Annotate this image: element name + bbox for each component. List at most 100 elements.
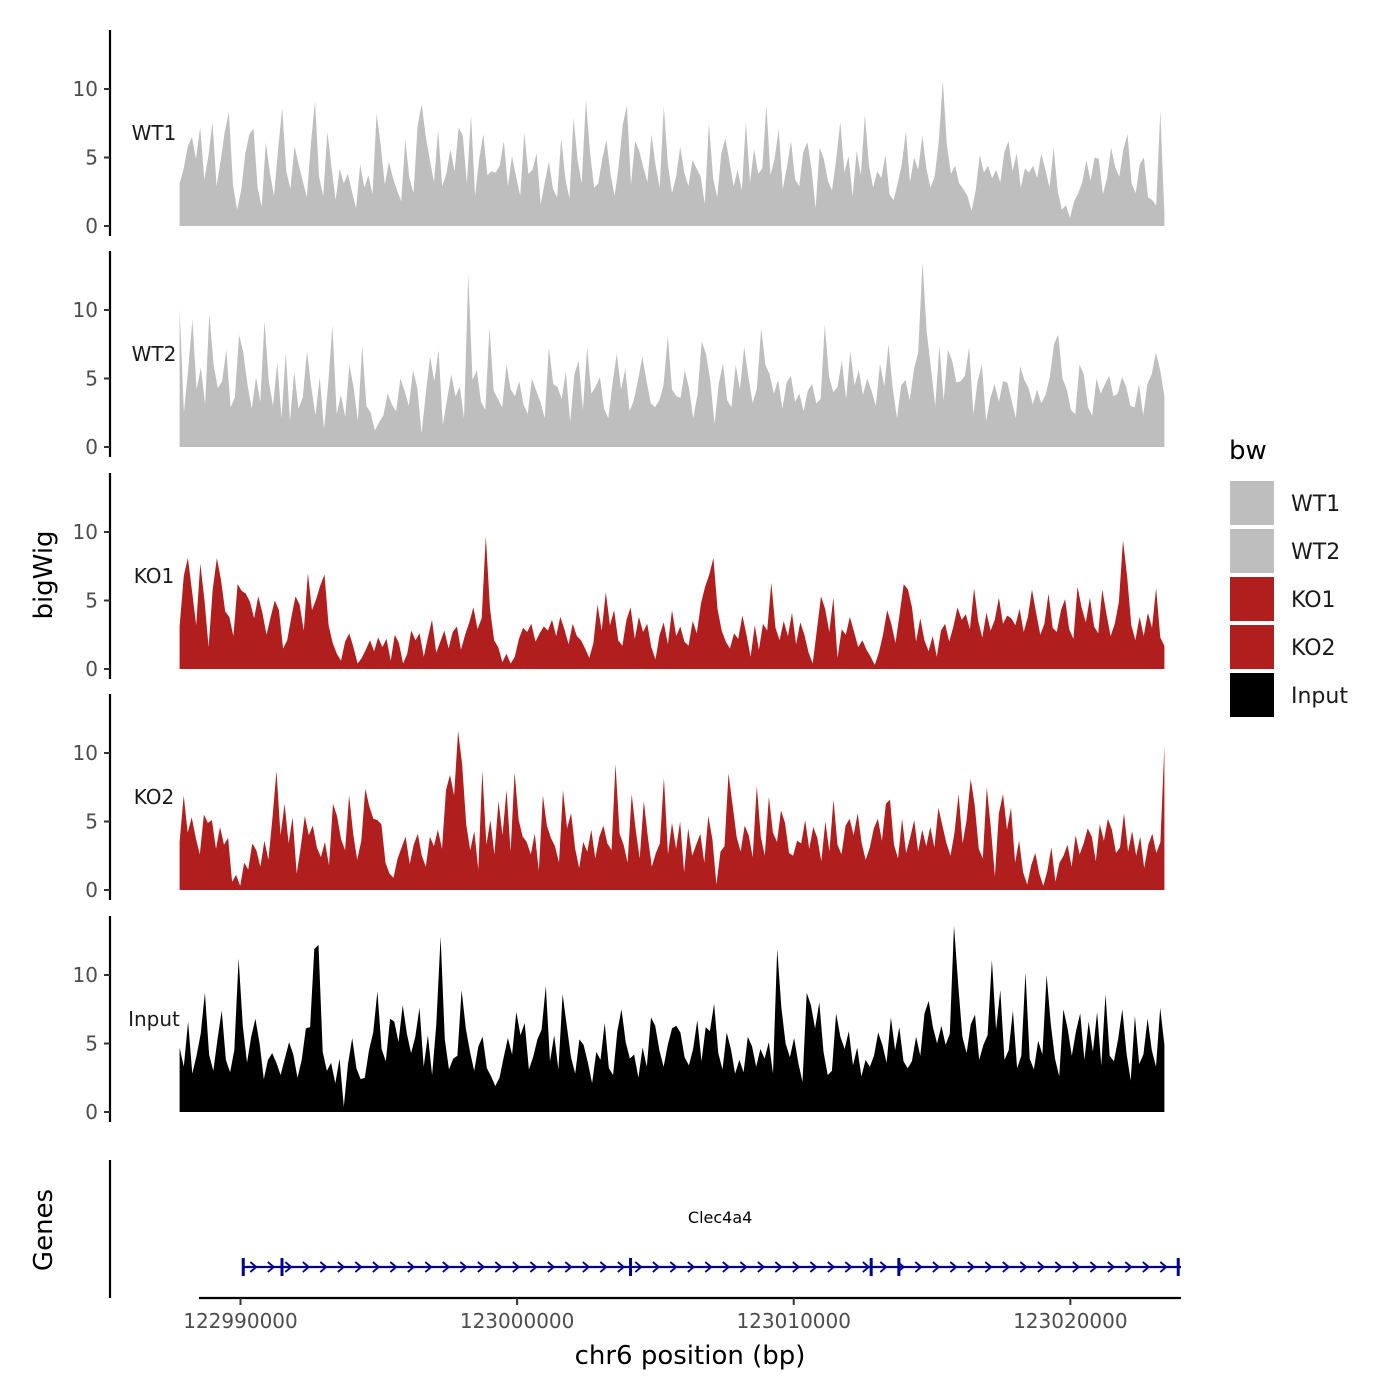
strand-arrow bbox=[774, 1261, 783, 1273]
strand-arrow bbox=[739, 1261, 748, 1273]
track-label: Input bbox=[128, 1007, 180, 1031]
legend-item-wt2: WT2 bbox=[1230, 529, 1340, 573]
legend-label: KO1 bbox=[1291, 588, 1336, 613]
y-tick-label: 10 bbox=[73, 520, 98, 544]
y-tick-label: 10 bbox=[73, 963, 98, 987]
y-tick-label: 5 bbox=[85, 367, 98, 391]
strand-arrow bbox=[319, 1261, 328, 1273]
strand-arrow bbox=[862, 1261, 871, 1273]
strand-arrow bbox=[494, 1261, 503, 1273]
strand-arrow bbox=[1072, 1261, 1081, 1273]
x-axis-title: chr6 position (bp) bbox=[575, 1341, 806, 1371]
y-tick-label: 5 bbox=[85, 146, 98, 170]
strand-arrow bbox=[1124, 1261, 1133, 1273]
strand-arrow bbox=[249, 1261, 258, 1273]
strand-arrow bbox=[914, 1261, 923, 1273]
strand-arrow bbox=[459, 1261, 468, 1273]
gene-model: Clec4a4 bbox=[241, 1208, 1181, 1276]
strand-arrow bbox=[722, 1261, 731, 1273]
strand-arrow bbox=[512, 1261, 521, 1273]
legend-item-ko1: KO1 bbox=[1230, 577, 1336, 621]
strand-arrow bbox=[704, 1261, 713, 1273]
y-tick-label: 5 bbox=[85, 589, 98, 613]
legend-item-input: Input bbox=[1230, 673, 1348, 717]
strand-arrow bbox=[949, 1261, 958, 1273]
y-tick-label: 0 bbox=[85, 878, 98, 902]
strand-arrow bbox=[599, 1261, 608, 1273]
strand-arrow bbox=[1019, 1261, 1028, 1273]
y-tick-label: 0 bbox=[85, 657, 98, 681]
strand-arrow bbox=[932, 1261, 941, 1273]
legend-label: KO2 bbox=[1291, 636, 1336, 661]
y-tick-label: 0 bbox=[85, 214, 98, 238]
strand-arrow bbox=[634, 1261, 643, 1273]
strand-arrow bbox=[547, 1261, 556, 1273]
y-tick-label: 5 bbox=[85, 1032, 98, 1056]
legend: bw WT1 WT2 KO1 KO2 Input bbox=[1229, 436, 1348, 717]
strand-arrow bbox=[1107, 1261, 1116, 1273]
y-tick-label: 5 bbox=[85, 810, 98, 834]
strand-arrow bbox=[1089, 1261, 1098, 1273]
track-ko1: 0 5 10 KO1 bbox=[73, 473, 1165, 681]
legend-label: WT1 bbox=[1291, 492, 1340, 517]
strand-arrow bbox=[442, 1261, 451, 1273]
strand-arrow bbox=[1142, 1261, 1151, 1273]
signal-area-wt2 bbox=[179, 262, 1165, 447]
x-tick-label: 122990000 bbox=[183, 1309, 298, 1333]
strand-arrow bbox=[354, 1261, 363, 1273]
strand-arrow bbox=[267, 1261, 276, 1273]
genes-axis-title: Genes bbox=[29, 1189, 59, 1271]
legend-swatch bbox=[1230, 625, 1274, 669]
strand-arrow bbox=[529, 1261, 538, 1273]
track-wt2: 0 5 10 WT2 bbox=[73, 251, 1165, 459]
track-label: WT1 bbox=[132, 121, 177, 145]
track-label: WT2 bbox=[132, 342, 177, 366]
legend-label: Input bbox=[1291, 684, 1348, 709]
signal-tracks: 0 5 10 WT1 0 5 10 WT2 0 5 10 KO1 0 5 10 KO2 0 5 10 Input bbox=[73, 30, 1165, 1124]
strand-arrow bbox=[582, 1261, 591, 1273]
legend-swatch bbox=[1230, 577, 1274, 621]
x-tick-label: 123000000 bbox=[460, 1309, 575, 1333]
strand-arrow bbox=[687, 1261, 696, 1273]
strand-arrow bbox=[564, 1261, 573, 1273]
track-label: KO2 bbox=[134, 785, 175, 809]
strand-arrow bbox=[669, 1261, 678, 1273]
y-tick-label: 10 bbox=[73, 77, 98, 101]
legend-title: bw bbox=[1229, 436, 1267, 466]
strand-arrow bbox=[652, 1261, 661, 1273]
y-tick-label: 0 bbox=[85, 435, 98, 459]
x-tick-label: 123020000 bbox=[1013, 1309, 1128, 1333]
signal-area-ko1 bbox=[179, 536, 1165, 669]
strand-arrow bbox=[809, 1261, 818, 1273]
strand-arrow bbox=[1159, 1261, 1168, 1273]
track-wt1: 0 5 10 WT1 bbox=[73, 30, 1165, 238]
strand-arrow bbox=[844, 1261, 853, 1273]
strand-arrow bbox=[337, 1261, 346, 1273]
x-axis: 122990000 123000000 123010000 123020000 bbox=[183, 1296, 1181, 1333]
strand-arrow bbox=[827, 1261, 836, 1273]
track-input: 0 5 10 Input bbox=[73, 916, 1165, 1124]
strand-arrow bbox=[1037, 1261, 1046, 1273]
strand-arrow bbox=[879, 1261, 888, 1273]
y-axis-title: bigWig bbox=[29, 530, 59, 619]
y-tick-label: 10 bbox=[73, 298, 98, 322]
strand-arrow bbox=[984, 1261, 993, 1273]
strand-arrow bbox=[792, 1261, 801, 1273]
y-tick-label: 0 bbox=[85, 1100, 98, 1124]
x-tick-label: 123010000 bbox=[736, 1309, 851, 1333]
strand-arrow bbox=[389, 1261, 398, 1273]
strand-arrow bbox=[424, 1261, 433, 1273]
strand-arrow bbox=[1002, 1261, 1011, 1273]
track-ko2: 0 5 10 KO2 bbox=[73, 694, 1165, 902]
y-tick-label: 10 bbox=[73, 741, 98, 765]
legend-swatch bbox=[1230, 481, 1274, 525]
strand-arrow bbox=[617, 1261, 626, 1273]
genes-panel: Clec4a4 bbox=[108, 1160, 1181, 1298]
signal-area-wt1 bbox=[179, 80, 1165, 226]
strand-arrow bbox=[372, 1261, 381, 1273]
strand-arrow bbox=[302, 1261, 311, 1273]
legend-item-ko2: KO2 bbox=[1230, 625, 1336, 669]
strand-arrow bbox=[757, 1261, 766, 1273]
legend-swatch bbox=[1230, 673, 1274, 717]
